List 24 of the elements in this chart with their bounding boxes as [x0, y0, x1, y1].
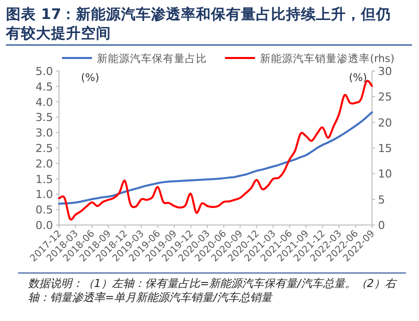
y-tick-label: 3.5: [36, 111, 53, 124]
y2-axis-title: (%): [348, 72, 367, 84]
y-tick-label: 4.0: [36, 96, 53, 109]
y2-tick-label: 5: [378, 193, 385, 206]
legend-label: 新能源汽车保有量占比: [97, 52, 207, 65]
y-tick-label: 0.5: [36, 204, 53, 217]
y-tick-label: 2.0: [36, 157, 53, 170]
legend-label: 新能源汽车销量渗透率(rhs): [260, 52, 394, 65]
y2-tick-label: 0: [378, 219, 385, 232]
y-tick-label: 1.5: [36, 172, 53, 186]
y2-tick-label: 10: [378, 168, 392, 181]
y2-tick-label: 25: [378, 90, 392, 104]
y-tick-label: 5.0: [36, 65, 53, 78]
y-tick-label: 2.5: [36, 142, 53, 155]
y-tick-label: 0.0: [36, 219, 53, 232]
y-tick-label: 4.5: [36, 80, 53, 94]
y2-tick-label: 15: [378, 142, 392, 155]
y-tick-label: 3.0: [36, 126, 53, 140]
y-tick-label: 1.0: [36, 188, 53, 202]
title: 图表 17：新能源汽车渗透率和保有量占比持续上升，但仍有较大提升空间: [6, 7, 392, 42]
y2-tick-label: 20: [378, 116, 392, 130]
y2-tick-label: 30: [378, 65, 392, 78]
annotation: 数据说明：（1）左轴：保有量占比=新能源汽车保有量/汽车总量。（2）右轴：销量渗透率=单月新能源汽车销量/汽车总销量: [28, 277, 396, 304]
y-axis-title: (%): [81, 72, 100, 84]
